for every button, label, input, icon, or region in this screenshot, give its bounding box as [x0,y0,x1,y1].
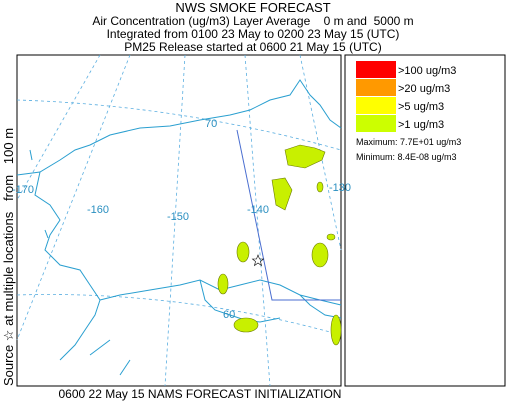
legend-maximum: Maximum: 7.7E+01 ug/m3 [356,137,461,147]
subtitle: Air Concentration (ug/m3) Layer Average … [92,14,413,28]
legend-label: >100 ug/m3 [398,65,456,77]
grid-label: 60 [223,309,235,321]
legend-swatch [356,97,396,114]
grid-label: -150 [167,211,189,223]
legend-swatch [356,115,396,132]
map-frame [16,54,342,387]
legend-label: >1 ug/m3 [398,119,444,131]
legend-label: >20 ug/m3 [398,83,450,95]
legend-minimum: Minimum: 8.4E-08 ug/m3 [356,152,457,162]
subtitle: Integrated from 0100 23 May to 0200 23 M… [107,27,400,41]
legend: >100 ug/m3 >20 ug/m3 >5 ug/m3 >1 ug/m3 [356,61,456,132]
grid-labels: 70 -170 -160 -150 -140 -130 60 [12,118,351,321]
map [16,54,342,387]
title: NWS SMOKE FORECAST [175,0,330,15]
grid-label: -140 [247,204,269,216]
side-label: Source ☆ at multiple locations from 100 … [1,128,16,386]
grid-label: -170 [12,184,34,196]
legend-swatch [356,61,396,78]
legend-swatch [356,79,396,96]
footer: 0600 22 May 15 NAMS FORECAST INITIALIZAT… [59,387,342,401]
grid-label: -160 [87,204,109,216]
grid-label: -130 [329,182,351,194]
legend-frame [344,54,506,387]
grid-label: 70 [205,118,217,130]
subtitle: PM25 Release started at 0600 21 May 15 (… [124,40,381,54]
legend-label: >5 ug/m3 [398,101,444,113]
